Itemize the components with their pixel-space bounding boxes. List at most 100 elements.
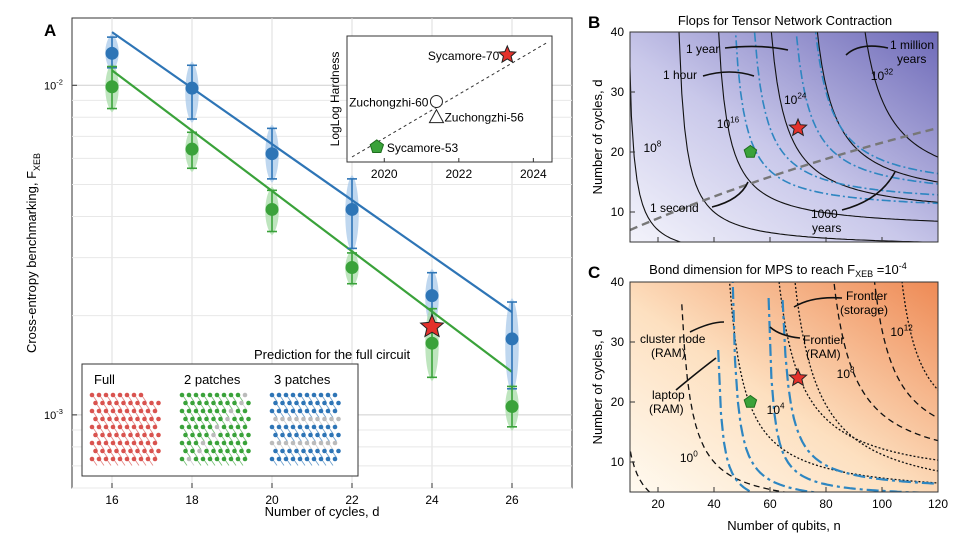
- qubit-dot: [152, 456, 158, 462]
- star-marker: [788, 117, 808, 137]
- arrow-frontier-ram: [769, 326, 801, 339]
- qubit-dot: [117, 392, 123, 398]
- coupler: [138, 436, 143, 442]
- contour-label-24: 1024: [784, 92, 807, 107]
- qubit-dot: [294, 432, 299, 438]
- qubit-dot: [308, 448, 313, 454]
- coupler: [325, 452, 330, 458]
- qubit-dot: [332, 392, 338, 398]
- pentagon-marker: [743, 394, 758, 408]
- qubit-dot: [301, 432, 306, 438]
- qubit-dot: [152, 424, 158, 430]
- coupler: [221, 452, 226, 458]
- qubit-dot: [228, 408, 234, 414]
- qubit-dot: [110, 408, 116, 414]
- qubit-dot: [283, 440, 289, 446]
- contour-labels-b: 108 1016 1024 1032: [643, 68, 893, 155]
- coupler: [107, 460, 112, 466]
- coupler: [107, 444, 112, 450]
- qubit-dot: [145, 440, 151, 446]
- coupler: [103, 404, 108, 410]
- y-axis-label-b: Number of cycles, d: [590, 80, 605, 195]
- qubit-dot: [276, 392, 282, 398]
- coupler: [239, 444, 244, 450]
- coupler: [145, 404, 150, 410]
- qubit-dot: [287, 400, 292, 406]
- qubit-dot: [269, 392, 275, 398]
- coupler: [145, 436, 150, 442]
- coupler: [128, 396, 133, 402]
- qubit-dot: [96, 408, 102, 414]
- qubit-dot: [135, 416, 140, 422]
- annotation-frontier-ram-2: (RAM): [806, 347, 841, 361]
- x-tick-label: 100: [872, 497, 892, 511]
- coupler: [197, 396, 202, 402]
- coupler: [308, 444, 313, 450]
- qubit-dot: [156, 416, 161, 422]
- inset-x-tick-label: 2022: [445, 167, 472, 181]
- coupler: [325, 420, 330, 426]
- qubit-dot: [186, 408, 192, 414]
- qubit-dot: [242, 392, 248, 398]
- coupler: [100, 412, 105, 418]
- coupler: [131, 404, 136, 410]
- coupler: [276, 436, 281, 442]
- qubit-dot: [138, 456, 144, 462]
- qubit-dot: [103, 408, 109, 414]
- bond-dim-contour: [681, 304, 788, 492]
- qubit-dot: [318, 456, 324, 462]
- qubit-dot: [103, 456, 109, 462]
- coupler: [322, 428, 327, 434]
- qubit-dot: [89, 424, 95, 430]
- coupler: [325, 436, 330, 442]
- qubit-dot: [124, 424, 130, 430]
- qubit-dot: [103, 440, 109, 446]
- coupler: [273, 460, 278, 466]
- coupler: [135, 460, 140, 466]
- qubit-dot: [179, 408, 185, 414]
- qubit-dot: [311, 424, 317, 430]
- qubit-dot: [204, 432, 209, 438]
- coupler: [135, 396, 140, 402]
- qubit-dot: [131, 440, 137, 446]
- qubit-dot: [190, 400, 195, 406]
- heatmap-c: [630, 282, 938, 492]
- coupler: [301, 444, 306, 450]
- y-tick-label: 10-2: [44, 77, 63, 92]
- coupler: [311, 404, 316, 410]
- coupler: [117, 452, 122, 458]
- qubit-dot: [276, 408, 282, 414]
- qubit-dot: [329, 416, 334, 422]
- qubit-dot: [131, 392, 137, 398]
- arrow-1-year: [724, 45, 789, 51]
- coupler: [135, 412, 140, 418]
- coupler: [200, 452, 205, 458]
- arrow-cluster-node: [689, 321, 725, 333]
- annotation-1000-years-line2: years: [812, 221, 841, 235]
- qubit-dot: [325, 408, 331, 414]
- panel-b: B Flops for Tensor Network Contraction 1…: [588, 13, 939, 243]
- qubit-dot: [114, 416, 119, 422]
- coupler: [207, 452, 212, 458]
- qubit-dot: [183, 448, 188, 454]
- qubit-dot: [204, 416, 209, 422]
- coupler: [145, 420, 150, 426]
- qubit-dot: [124, 456, 130, 462]
- coupler: [308, 396, 313, 402]
- coupler: [329, 412, 334, 418]
- qubit-dot: [110, 440, 116, 446]
- coupler: [197, 460, 202, 466]
- annotation-cluster-node-ram: (RAM): [651, 346, 686, 360]
- coupler: [135, 444, 140, 450]
- coupler: [239, 396, 244, 402]
- coupler: [207, 436, 212, 442]
- coupler: [318, 452, 323, 458]
- coupler: [325, 404, 330, 410]
- annotation-1-hour: 1 hour: [663, 68, 697, 82]
- y-axis-label-a: Cross-entropy benchmarking, FXEB: [24, 153, 42, 353]
- coupler: [242, 436, 247, 442]
- qubit-dot: [276, 424, 282, 430]
- inset-label-zuchongzhi-56: Zuchongzhi-56: [444, 111, 524, 125]
- arrow-1-million: [845, 45, 889, 56]
- markers-b: [743, 117, 808, 158]
